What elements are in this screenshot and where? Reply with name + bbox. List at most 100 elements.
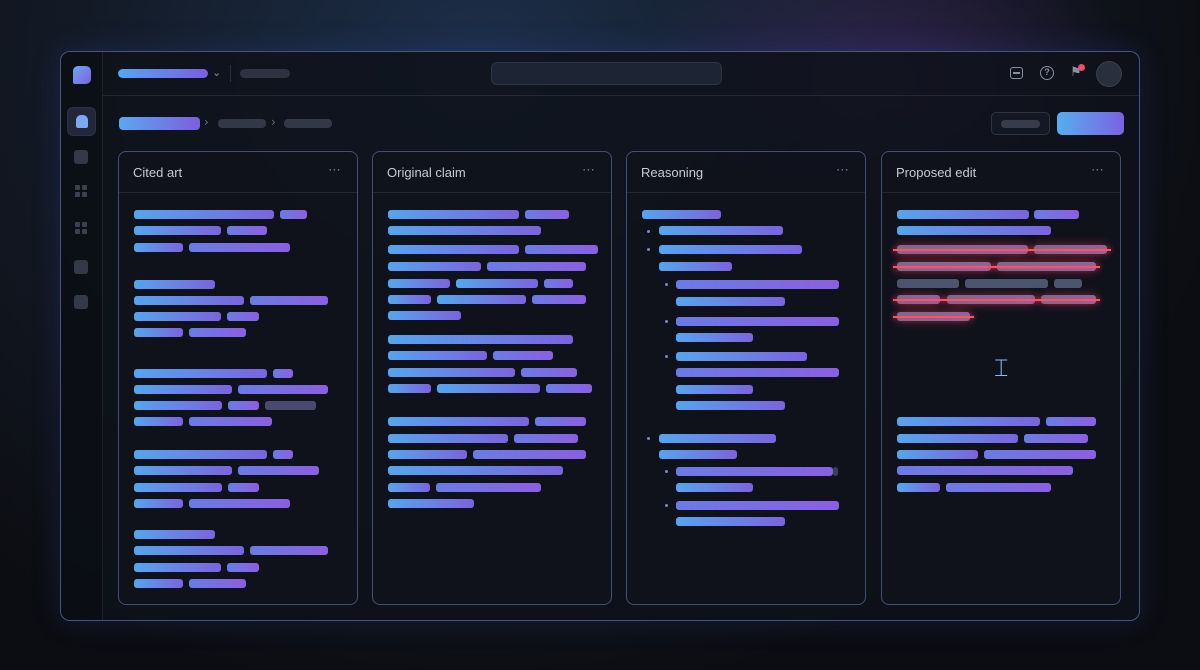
text-line-placeholder [388, 351, 487, 360]
text-line-placeholder [388, 384, 431, 393]
sidebar [61, 52, 103, 620]
text-line-placeholder [388, 210, 519, 219]
app-logo [73, 66, 91, 84]
text-line-placeholder [521, 368, 577, 377]
text-line-placeholder [642, 210, 721, 219]
text-line-placeholder [897, 417, 1040, 426]
text-line-placeholder [897, 226, 1051, 235]
text-line-placeholder [134, 312, 221, 321]
text-line-placeholder [280, 210, 307, 219]
text-line-placeholder [189, 328, 246, 337]
text-line-placeholder [676, 385, 753, 394]
layout-icon[interactable] [1010, 67, 1023, 79]
text-line-placeholder [228, 401, 259, 410]
text-line-placeholder [676, 483, 753, 492]
sidebar-settings-icon[interactable] [74, 295, 88, 309]
avatar[interactable] [1096, 61, 1122, 87]
panel-header: Reasoning ⋯ [627, 152, 865, 193]
panel-cited-art: Cited art ⋯ [118, 151, 358, 605]
deleted-text [893, 312, 974, 321]
text-line-placeholder [189, 417, 272, 426]
text-line-placeholder [134, 483, 222, 492]
text-line-placeholder [897, 466, 1073, 475]
text-line-placeholder [388, 450, 467, 459]
sidebar-box-icon[interactable] [74, 260, 88, 274]
breadcrumb-item[interactable] [218, 119, 266, 128]
text-line-placeholder [134, 450, 267, 459]
help-icon[interactable]: ? [1040, 66, 1054, 80]
text-line-placeholder [388, 226, 541, 235]
text-line-placeholder [532, 295, 586, 304]
more-options-icon[interactable]: ⋯ [1091, 163, 1105, 178]
text-line-placeholder [227, 312, 259, 321]
text-line-placeholder [134, 226, 221, 235]
text-line-placeholder [456, 279, 538, 288]
text-line-placeholder [676, 297, 785, 306]
text-line-placeholder [473, 450, 586, 459]
text-line-placeholder [134, 499, 183, 508]
more-options-icon[interactable]: ⋯ [836, 163, 850, 178]
text-line-placeholder [238, 466, 319, 475]
bullet-icon [647, 230, 650, 233]
panel-header: Cited art ⋯ [119, 152, 357, 193]
text-line-placeholder [250, 546, 328, 555]
bullet-icon [665, 355, 668, 358]
panel-title: Original claim [387, 165, 466, 180]
panel-title: Proposed edit [896, 165, 977, 180]
panel-proposed-edit: Proposed edit ⋯ ⌶ [881, 151, 1121, 605]
text-line-placeholder [189, 243, 290, 252]
text-line-placeholder [984, 450, 1096, 459]
text-line-placeholder [388, 295, 431, 304]
text-line-placeholder [897, 483, 940, 492]
breadcrumb-current[interactable] [284, 119, 332, 128]
text-line-placeholder [676, 352, 807, 361]
text-line-placeholder [388, 466, 563, 475]
bell-icon[interactable]: ⚑ [1070, 65, 1082, 80]
secondary-button[interactable] [991, 112, 1050, 135]
text-line-placeholder [388, 262, 481, 271]
more-options-icon[interactable]: ⋯ [328, 163, 342, 178]
more-options-icon[interactable]: ⋯ [582, 163, 596, 178]
panel-title: Cited art [133, 165, 183, 180]
text-line-placeholder [436, 483, 541, 492]
text-line-placeholder [676, 501, 839, 510]
text-line-placeholder [659, 450, 737, 459]
sidebar-apps-icon[interactable] [75, 222, 87, 234]
text-line-placeholder [134, 530, 215, 539]
text-line-placeholder [525, 245, 598, 254]
sidebar-home-icon[interactable] [67, 107, 96, 136]
text-line-placeholder [388, 499, 474, 508]
text-line-placeholder [1034, 210, 1079, 219]
text-line-placeholder [238, 385, 328, 394]
panel-header: Original claim ⋯ [373, 152, 611, 193]
text-line-placeholder [227, 226, 267, 235]
text-line-placeholder [676, 517, 785, 526]
text-line-placeholder [134, 579, 183, 588]
text-line-placeholder [897, 434, 1018, 443]
text-line-placeholder [659, 226, 783, 235]
text-line-placeholder [388, 245, 519, 254]
sidebar-grid-icon[interactable] [75, 185, 87, 197]
text-line-placeholder [544, 279, 573, 288]
chevron-down-icon[interactable]: ⌄ [212, 66, 222, 79]
text-line-placeholder [134, 546, 244, 555]
text-line-placeholder [228, 483, 259, 492]
text-line-placeholder [388, 335, 573, 344]
search-input[interactable] [491, 62, 722, 85]
topbar-divider [230, 65, 231, 82]
text-line-placeholder [897, 210, 1029, 219]
notification-badge [1078, 64, 1085, 71]
project-label[interactable] [240, 69, 290, 78]
text-line-placeholder [189, 579, 246, 588]
breadcrumb-root[interactable] [119, 117, 200, 130]
text-line-placeholder [388, 483, 430, 492]
text-line-placeholder [676, 317, 839, 326]
sidebar-square-icon[interactable] [74, 150, 88, 164]
text-line-placeholder [535, 417, 586, 426]
primary-button[interactable] [1057, 112, 1124, 135]
text-line-placeholder [134, 563, 221, 572]
text-line-placeholder [676, 401, 785, 410]
top-bar: ⌄ ? ⚑ [103, 52, 1139, 96]
workspace-selector[interactable] [118, 69, 208, 78]
bullet-icon [665, 470, 668, 473]
